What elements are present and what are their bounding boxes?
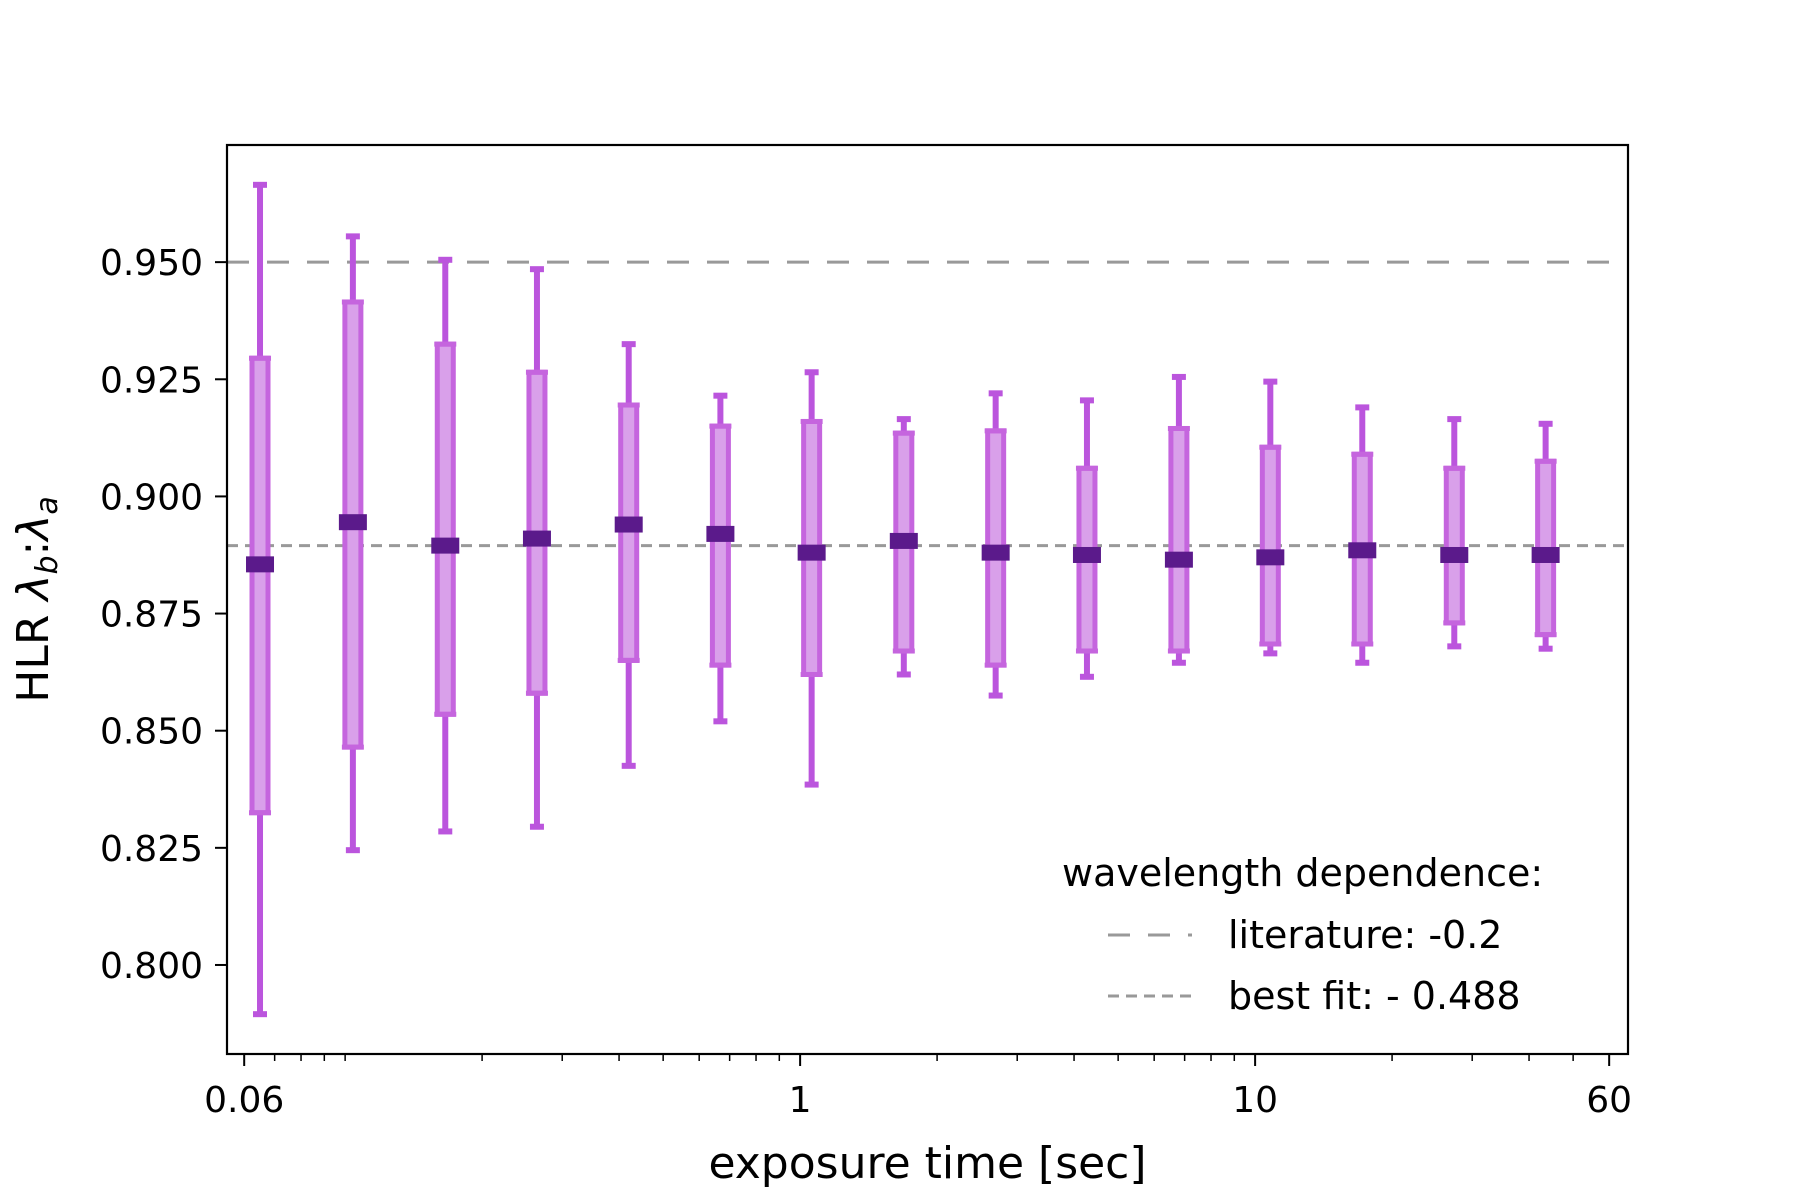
inner-bar xyxy=(709,423,731,668)
data-marks xyxy=(246,181,1560,1018)
center-marker xyxy=(1348,542,1377,559)
center-marker xyxy=(1164,551,1193,568)
y-tick-label: 0.800 xyxy=(100,946,203,987)
reference-lines xyxy=(227,260,1628,548)
data-point-4 xyxy=(614,341,643,769)
x-tick-label: 1 xyxy=(789,1080,812,1121)
center-marker xyxy=(1440,546,1469,563)
y-tick-label: 0.825 xyxy=(100,829,203,870)
y-tick-label: 0.950 xyxy=(100,243,203,284)
x-axis-title: exposure time [sec] xyxy=(708,1138,1146,1189)
y-tick-label: 0.850 xyxy=(100,712,203,753)
center-marker xyxy=(1256,549,1285,566)
inner-bar xyxy=(618,402,640,663)
y-axis-title-prefix: HLR xyxy=(8,601,59,703)
inner-bar xyxy=(1168,425,1190,654)
center-marker xyxy=(246,556,275,573)
data-point-8 xyxy=(981,390,1010,699)
y-axis-title-separator: : xyxy=(8,541,59,556)
y-tick-label: 0.900 xyxy=(100,477,203,518)
data-point-6 xyxy=(797,369,826,788)
center-marker xyxy=(1072,546,1101,563)
legend-label-literature: literature: -0.2 xyxy=(1228,913,1502,957)
x-tick-label: 60 xyxy=(1586,1080,1632,1121)
inner-bar xyxy=(249,355,271,816)
plot-frame xyxy=(225,143,1630,1056)
center-marker xyxy=(522,530,551,547)
legend: wavelength dependence: literature: -0.2 … xyxy=(1062,851,1543,1018)
x-tick-label: 0.06 xyxy=(204,1080,284,1121)
data-point-14 xyxy=(1531,420,1560,652)
center-marker xyxy=(706,525,735,542)
legend-title: wavelength dependence: xyxy=(1062,851,1543,895)
x-axis-ticks: 0.06 1 10 60 xyxy=(204,1054,1632,1121)
y-axis-title: HLR λb:λa xyxy=(8,496,65,703)
data-point-13 xyxy=(1440,416,1469,650)
legend-label-best-fit: best fit: - 0.488 xyxy=(1228,974,1521,1018)
y-axis-ticks: 0.800 0.825 0.850 0.875 0.900 0.925 0.950 xyxy=(100,243,227,987)
data-point-1 xyxy=(338,233,367,854)
data-point-10 xyxy=(1164,373,1193,666)
center-marker xyxy=(1531,546,1560,563)
x-tick-label: 10 xyxy=(1232,1080,1278,1121)
data-point-2 xyxy=(431,256,460,835)
y-axis-title-lambda-a: λ xyxy=(8,515,59,543)
inner-bar xyxy=(1259,444,1281,647)
data-point-7 xyxy=(889,416,918,678)
y-axis-title-lambda-b: λ xyxy=(8,575,59,603)
data-point-12 xyxy=(1348,404,1377,666)
y-tick-label: 0.925 xyxy=(100,360,203,401)
center-marker xyxy=(889,532,918,549)
center-marker xyxy=(338,514,367,531)
data-point-0 xyxy=(246,181,275,1018)
center-marker xyxy=(797,544,826,561)
data-point-9 xyxy=(1072,397,1101,680)
center-marker xyxy=(981,544,1010,561)
y-axis-title-sub-a: a xyxy=(30,496,65,514)
center-marker xyxy=(614,516,643,533)
center-marker xyxy=(431,537,460,554)
inner-bar xyxy=(434,341,456,717)
inner-bar xyxy=(1443,465,1465,626)
y-axis-title-sub-b: b xyxy=(30,556,65,575)
data-point-5 xyxy=(706,392,735,725)
data-point-3 xyxy=(522,266,551,830)
data-point-11 xyxy=(1256,378,1285,657)
y-tick-label: 0.875 xyxy=(100,595,203,636)
